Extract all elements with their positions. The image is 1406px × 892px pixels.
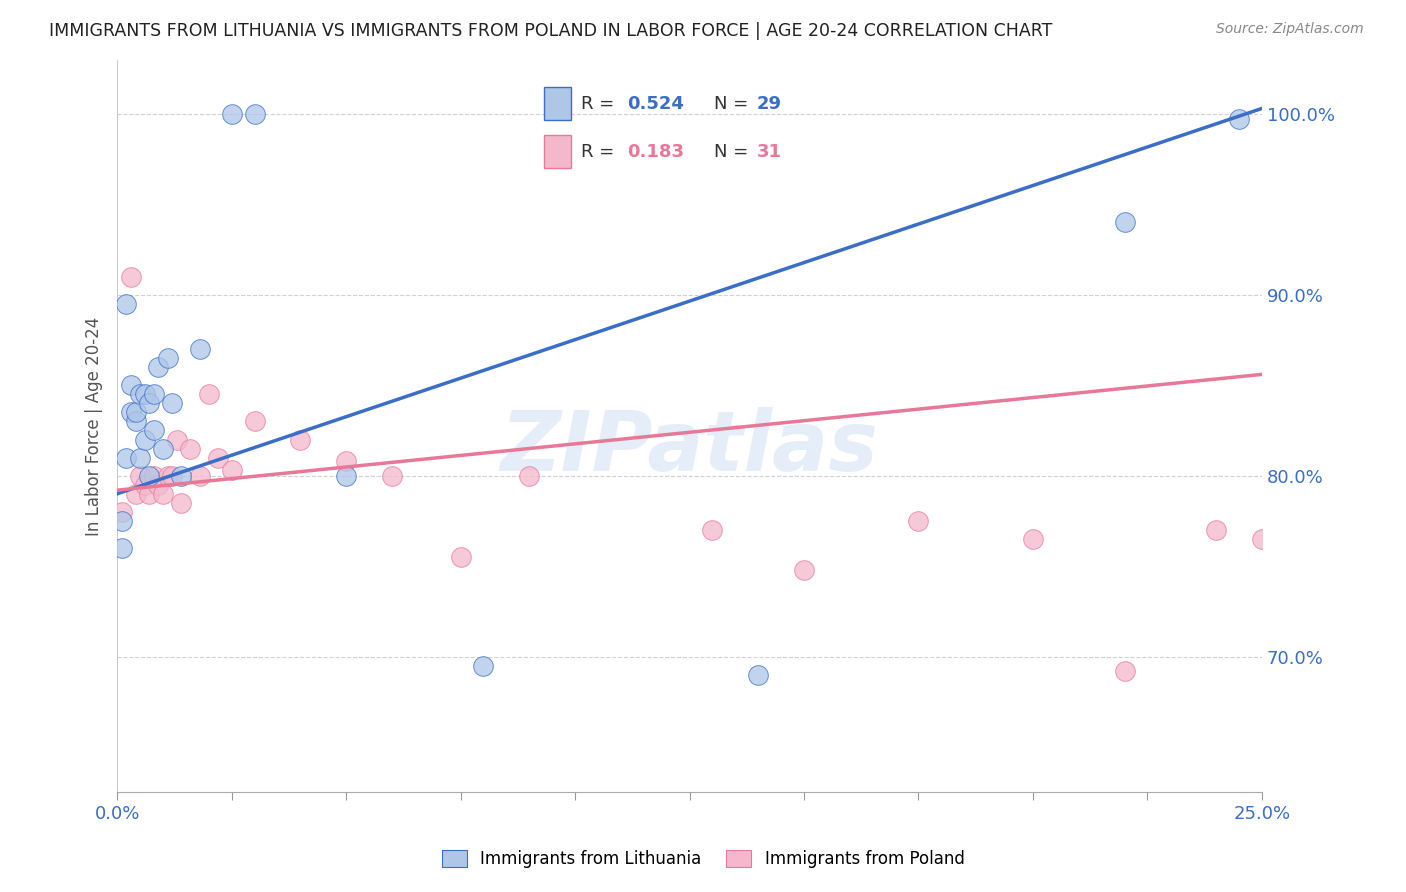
Point: [148, 360, 170, 375]
Point: [138, 396, 160, 410]
Point: [1251, 532, 1274, 546]
Point: [702, 523, 724, 537]
Point: [124, 487, 146, 501]
Point: [197, 387, 219, 401]
Point: [1022, 532, 1045, 546]
Point: [124, 405, 146, 419]
Bar: [544, 87, 571, 120]
Point: [381, 468, 404, 483]
Point: [188, 342, 211, 356]
Point: [138, 468, 160, 483]
Point: [221, 107, 243, 121]
Point: [156, 468, 179, 483]
Point: [188, 468, 211, 483]
Point: [166, 433, 188, 447]
Point: [156, 351, 179, 365]
Point: [115, 450, 138, 465]
Point: [148, 477, 170, 491]
Point: [907, 514, 929, 528]
Point: [243, 107, 266, 121]
Point: [160, 468, 183, 483]
Point: [335, 468, 357, 483]
Point: [120, 405, 142, 419]
Point: [111, 514, 134, 528]
Y-axis label: In Labor Force | Age 20-24: In Labor Force | Age 20-24: [86, 317, 103, 535]
Point: [134, 477, 156, 491]
Point: [152, 442, 174, 456]
Text: N =: N =: [714, 143, 754, 161]
Point: [747, 667, 769, 681]
Point: [170, 468, 193, 483]
Point: [290, 433, 312, 447]
Point: [129, 450, 152, 465]
Text: 0.524: 0.524: [627, 95, 683, 112]
Point: [1114, 215, 1136, 229]
Text: ZIPatlas: ZIPatlas: [501, 408, 879, 489]
Point: [120, 269, 142, 284]
Point: [142, 387, 165, 401]
Text: Source: ZipAtlas.com: Source: ZipAtlas.com: [1216, 22, 1364, 37]
Text: N =: N =: [714, 95, 754, 112]
Point: [115, 297, 138, 311]
Point: [170, 496, 193, 510]
Point: [142, 468, 165, 483]
Point: [793, 563, 815, 577]
Point: [450, 550, 472, 565]
Point: [111, 505, 134, 519]
Point: [160, 396, 183, 410]
Point: [142, 424, 165, 438]
Point: [472, 658, 495, 673]
Point: [120, 378, 142, 392]
Bar: [544, 136, 571, 168]
Point: [124, 414, 146, 428]
Point: [111, 541, 134, 555]
Point: [179, 442, 201, 456]
Point: [243, 414, 266, 428]
Text: 0.183: 0.183: [627, 143, 685, 161]
Point: [335, 454, 357, 468]
Legend: Immigrants from Lithuania, Immigrants from Poland: Immigrants from Lithuania, Immigrants fr…: [434, 843, 972, 875]
Point: [129, 387, 152, 401]
Point: [1227, 112, 1250, 127]
Point: [129, 468, 152, 483]
Point: [152, 487, 174, 501]
Point: [207, 450, 229, 465]
Point: [1205, 523, 1227, 537]
Text: IMMIGRANTS FROM LITHUANIA VS IMMIGRANTS FROM POLAND IN LABOR FORCE | AGE 20-24 C: IMMIGRANTS FROM LITHUANIA VS IMMIGRANTS …: [49, 22, 1053, 40]
Point: [1114, 664, 1136, 678]
Text: R =: R =: [581, 143, 620, 161]
Point: [517, 468, 540, 483]
Text: 29: 29: [756, 95, 782, 112]
Point: [134, 387, 156, 401]
Point: [134, 433, 156, 447]
Text: 31: 31: [756, 143, 782, 161]
Text: R =: R =: [581, 95, 620, 112]
Point: [221, 463, 243, 477]
Point: [138, 487, 160, 501]
